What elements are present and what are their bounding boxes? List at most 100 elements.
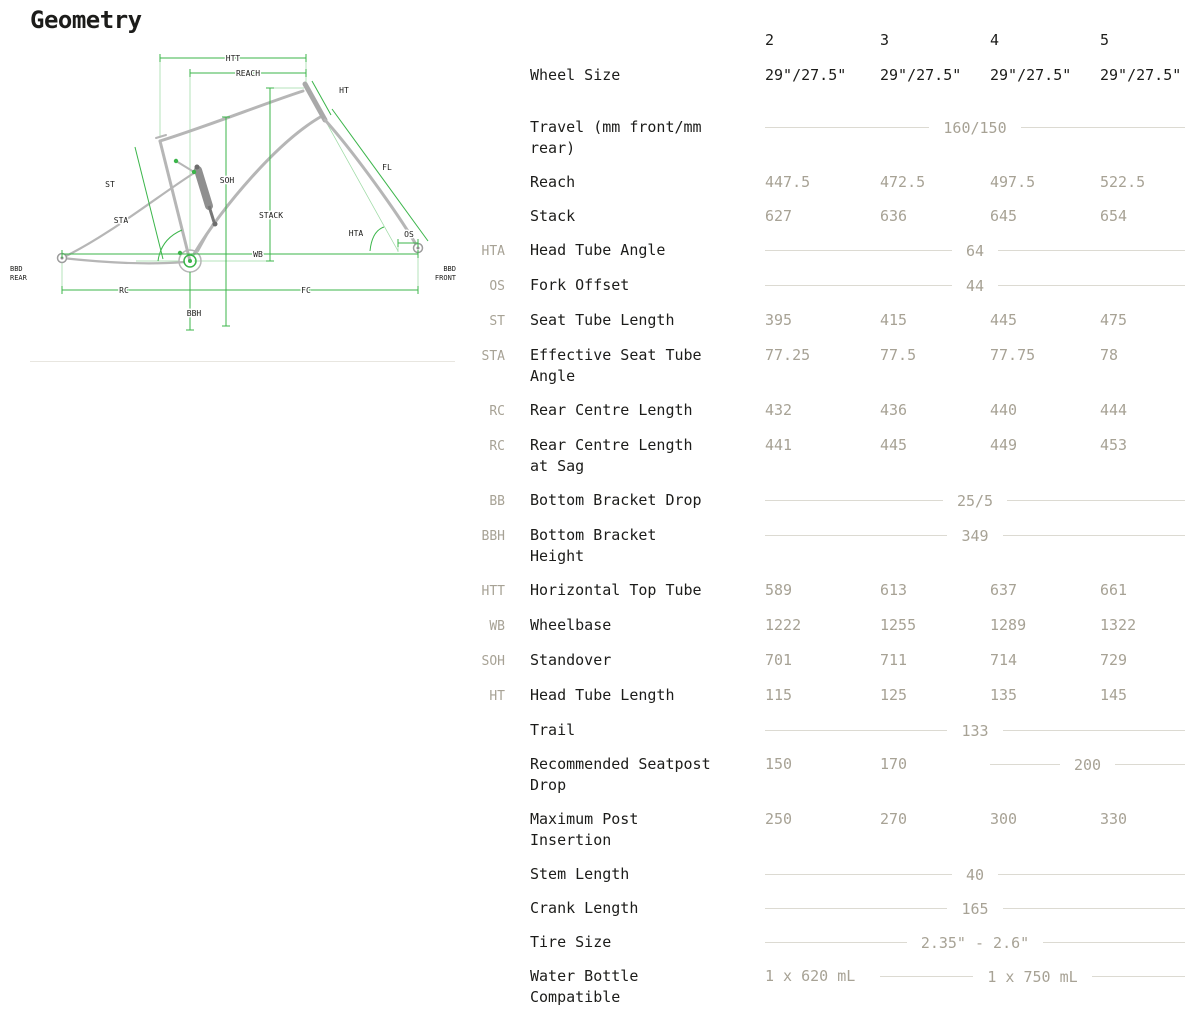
row-label-text: Trail <box>530 721 576 739</box>
row-label-text: Bottom Bracket Drop <box>530 491 702 509</box>
frame-outline <box>60 81 420 265</box>
geo-value: 627 <box>765 207 793 225</box>
table-row: BB Bottom Bracket Drop 25/5 <box>455 484 1188 519</box>
row-abbr: HTA <box>481 244 505 259</box>
dimension-lines <box>61 54 429 331</box>
dim-label-stack: STACK <box>259 211 283 220</box>
span-value-group: 1 x 750 mL <box>880 966 1188 987</box>
row-label-text: Head Tube Length <box>530 686 675 704</box>
row-abbr <box>455 809 505 810</box>
row-label-text: Water Bottle Compatible <box>530 967 639 1006</box>
geo-value: 436 <box>880 401 908 419</box>
geo-value: 29"/27.5" <box>990 66 1072 84</box>
span-value-group: 160/150 <box>765 117 1188 138</box>
geo-value: 395 <box>765 311 793 329</box>
geo-value: 444 <box>1100 401 1128 419</box>
row-label: Rear Centre Length <box>505 400 765 421</box>
span-value-group: 165 <box>765 898 1188 919</box>
row-label-text: Horizontal Top Tube <box>530 581 702 599</box>
span-line <box>1002 730 1185 731</box>
row-label-text: Travel (mm front/mm rear) <box>530 118 702 157</box>
row-label-text: Maximum Post Insertion <box>530 810 639 849</box>
row-label-text: Wheelbase <box>530 616 612 634</box>
table-row: HT Head Tube Length 115 125 135 145 <box>455 679 1188 714</box>
geo-span-value: 2.35" - 2.6" <box>920 933 1030 952</box>
table-row: Maximum Post Insertion 250 270 300 330 <box>455 803 1188 858</box>
frame-diagram-container: HTT REACH HT FL SOH ST STACK STA HTA OS … <box>8 46 458 358</box>
row-abbr: STA <box>481 349 505 364</box>
row-label: Tire Size <box>505 932 765 953</box>
span-line <box>1091 976 1185 977</box>
span-line <box>765 535 948 536</box>
row-abbr: HT <box>489 689 505 704</box>
geo-value: 300 <box>990 810 1018 828</box>
row-abbr <box>455 206 505 207</box>
geo-value: 449 <box>990 436 1018 454</box>
table-row: Tire Size 2.35" - 2.6" <box>455 926 1188 960</box>
row-abbr <box>455 754 505 755</box>
span-value-group: 64 <box>765 240 1188 261</box>
row-abbr: WB <box>489 619 505 634</box>
geo-value: 1222 <box>765 616 802 634</box>
geo-value: 415 <box>880 311 908 329</box>
row-label: Head Tube Angle <box>505 240 765 261</box>
row-label: Recommended Seatpost Drop <box>505 754 765 796</box>
row-label: Standover <box>505 650 765 671</box>
geo-span-value: 200 <box>1073 755 1102 774</box>
row-label: Bottom Bracket Drop <box>505 490 765 511</box>
dim-label-bbd-rear-line2: REAR <box>10 274 28 282</box>
row-label-text: Stack <box>530 207 576 225</box>
geo-value: 714 <box>990 651 1018 669</box>
span-line <box>765 874 952 875</box>
dim-label-soh: SOH <box>220 176 235 185</box>
geo-value: 170 <box>880 755 908 773</box>
row-label: Stem Length <box>505 864 765 885</box>
geo-value: 250 <box>765 810 793 828</box>
row-label-text: Head Tube Angle <box>530 241 666 259</box>
dim-label-reach: REACH <box>236 69 260 78</box>
table-row: Trail 133 <box>455 714 1188 748</box>
span-value-group: 133 <box>765 720 1188 741</box>
row-abbr: RC <box>489 404 505 419</box>
row-abbr <box>455 864 505 865</box>
row-abbr <box>455 172 505 173</box>
row-label: Maximum Post Insertion <box>505 809 765 851</box>
geo-span-value: 1 x 750 mL <box>987 967 1078 986</box>
geo-value: 729 <box>1100 651 1128 669</box>
geo-value: 1322 <box>1100 616 1137 634</box>
geo-value: 77.5 <box>880 346 917 364</box>
geo-value: 77.75 <box>990 346 1036 364</box>
row-label: Rear Centre Length at Sag <box>505 435 765 477</box>
geo-value: 661 <box>1100 581 1128 599</box>
size-header-4: 4 <box>990 31 1000 49</box>
span-value-group: 2.35" - 2.6" <box>765 932 1188 953</box>
row-label: Wheel Size <box>505 65 765 86</box>
dim-label-ht: HT <box>339 86 349 95</box>
geo-value: 150 <box>765 755 793 773</box>
row-abbr <box>455 966 505 967</box>
geo-value: 441 <box>765 436 793 454</box>
span-line <box>1115 764 1185 765</box>
row-label: Reach <box>505 172 765 193</box>
geo-value: 654 <box>1100 207 1128 225</box>
table-row: Travel (mm front/mm rear) 160/150 <box>455 93 1188 166</box>
geo-value: 1 x 620 mL <box>765 967 856 985</box>
span-line <box>998 285 1185 286</box>
geo-span-value: 64 <box>965 241 985 260</box>
size-header-2: 2 <box>765 31 775 49</box>
geo-value: 78 <box>1100 346 1119 364</box>
dim-label-sta: STA <box>114 216 129 225</box>
row-label-text: Rear Centre Length at Sag <box>530 436 693 475</box>
geo-value: 440 <box>990 401 1018 419</box>
span-value-group: 349 <box>765 525 1188 546</box>
geo-value: 145 <box>1100 686 1128 704</box>
geo-value: 77.25 <box>765 346 811 364</box>
span-line <box>998 250 1185 251</box>
geo-value: 589 <box>765 581 793 599</box>
dim-label-fl: FL <box>382 163 392 172</box>
geo-value: 115 <box>765 686 793 704</box>
dim-label-hta: HTA <box>349 229 364 238</box>
dim-label-bbh: BBH <box>187 309 202 318</box>
geo-value: 445 <box>990 311 1018 329</box>
